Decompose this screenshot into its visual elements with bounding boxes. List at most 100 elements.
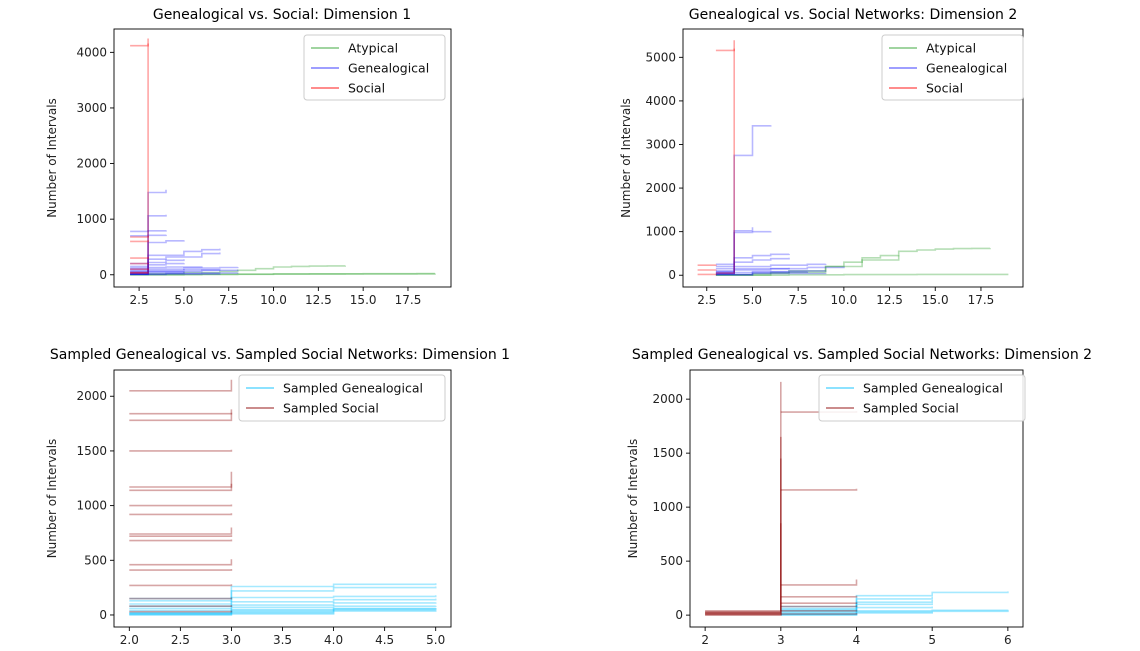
series-2-line-6	[130, 259, 185, 273]
series-2-line-6	[715, 263, 827, 274]
series-2-line-5	[130, 252, 221, 273]
y-axis-label: Number of Intervals	[45, 98, 59, 218]
series-1-line-2	[130, 272, 436, 276]
y-tick-label: 1000	[652, 500, 683, 514]
series-2-line-13	[129, 597, 233, 600]
series-2-line-6	[129, 513, 233, 516]
x-tick-label: 4.0	[324, 633, 343, 647]
x-tick-label: 10.0	[260, 293, 287, 307]
y-tick-label: 4000	[645, 94, 676, 108]
legend-box	[881, 34, 1024, 101]
x-tick-label: 5	[928, 633, 936, 647]
series-2-line-7	[130, 262, 185, 274]
series-2-line-2	[130, 214, 167, 268]
legend: Atypical Genealogical Social	[881, 34, 1024, 101]
series-2-line-11	[715, 267, 790, 274]
series-3-line-1	[715, 48, 735, 52]
series-2-line-17	[129, 449, 233, 452]
legend-entry: Sampled Social	[283, 401, 379, 416]
series-1-line-3	[129, 595, 437, 605]
series-2-line-1	[715, 125, 772, 266]
series-1-line-2	[129, 586, 437, 602]
series-2-line-11	[129, 569, 233, 571]
series-1-line-5	[129, 602, 437, 610]
y-tick-label: 0	[675, 608, 683, 622]
x-tick-label: 10.0	[831, 293, 858, 307]
x-tick-label: 12.5	[876, 293, 903, 307]
x-tick-label: 4	[853, 633, 861, 647]
x-tick-label: 7.5	[219, 293, 238, 307]
legend-entry: Genealogical	[348, 61, 429, 76]
plot-area	[129, 379, 437, 616]
series-1-line-1	[715, 247, 991, 276]
y-tick-label: 4000	[76, 45, 107, 59]
series-2-line-4	[129, 471, 233, 488]
series-2-line-11	[780, 579, 858, 586]
series-1-line-1	[130, 265, 346, 276]
series-1-line-2	[780, 596, 933, 610]
legend-entry: Atypical	[926, 41, 976, 56]
x-tick-label: 2.5	[130, 293, 149, 307]
legend-box	[818, 374, 1026, 422]
series-1-line-1	[780, 591, 1009, 608]
chart-panel-4: Sampled Genealogical vs. Sampled Social …	[626, 347, 1092, 647]
legend-entry: Sampled Genealogical	[283, 381, 423, 396]
series-2-line-15	[780, 609, 858, 612]
y-tick-label: 500	[660, 554, 683, 568]
series-2-line-14	[130, 234, 167, 237]
series-1-line-11	[129, 608, 437, 615]
series-2-line-2	[705, 436, 782, 613]
chart-panel-2: Genealogical vs. Social Networks: Dimens…	[619, 7, 1024, 307]
series-3-line-5	[130, 257, 149, 259]
series-3-line-7	[130, 268, 149, 270]
y-tick-label: 1000	[645, 225, 676, 239]
series-2-line-1	[129, 379, 233, 392]
x-tick-label: 2	[701, 633, 709, 647]
series-2-line-15	[130, 266, 203, 269]
series-2-line-8	[129, 535, 233, 537]
y-axis-label: Number of Intervals	[45, 439, 59, 559]
series-1-line-1	[129, 583, 437, 600]
series-1-line-10	[129, 612, 335, 616]
y-axis-label: Number of Intervals	[619, 98, 633, 218]
x-tick-label: 12.5	[305, 293, 332, 307]
series-2-line-15	[129, 610, 233, 613]
plot-frame	[682, 28, 1024, 288]
y-tick-label: 0	[99, 268, 107, 282]
series-2-line-10	[129, 559, 233, 566]
series-2-line-1	[705, 381, 782, 612]
series-2-line-7	[715, 266, 845, 275]
x-tick-label: 3	[777, 633, 785, 647]
chart-title: Sampled Genealogical vs. Sampled Social …	[632, 347, 1092, 363]
x-tick-label: 2.0	[120, 633, 139, 647]
series-2-line-12	[129, 584, 233, 587]
x-tick-label: 5.0	[743, 293, 762, 307]
legend: Sampled Genealogical Sampled Social	[818, 374, 1026, 422]
legend-entry: Atypical	[348, 41, 398, 56]
series-2-line-10	[715, 272, 827, 276]
series-1-line-9	[129, 610, 437, 616]
x-tick-label: 2.5	[171, 633, 190, 647]
y-tick-label: 2000	[645, 181, 676, 195]
series-1-line-4	[129, 598, 437, 607]
series-1-line-8	[129, 609, 437, 615]
y-tick-label: 5000	[645, 50, 676, 64]
y-axis-label: Number of Intervals	[626, 439, 640, 559]
chart-title: Sampled Genealogical vs. Sampled Social …	[50, 347, 510, 363]
series-2-line-4	[130, 248, 221, 272]
y-tick-label: 0	[668, 268, 676, 282]
series-2-line-5	[705, 611, 782, 615]
series-2-line-9	[129, 539, 233, 542]
series-2-line-3	[715, 227, 754, 270]
x-tick-label: 17.5	[395, 293, 422, 307]
y-tick-label: 2000	[76, 389, 107, 403]
series-2-line-8	[705, 614, 782, 616]
chart-title: Genealogical vs. Social Networks: Dimens…	[689, 7, 1018, 23]
series-2-line-16	[129, 504, 233, 507]
series-1-line-4	[780, 603, 933, 612]
series-1-line-3	[130, 273, 436, 276]
plot-area	[130, 38, 436, 276]
chart-panel-1: Genealogical vs. Social: Dimension 1 Numb…	[45, 7, 452, 307]
series-2-line-7	[705, 613, 782, 616]
